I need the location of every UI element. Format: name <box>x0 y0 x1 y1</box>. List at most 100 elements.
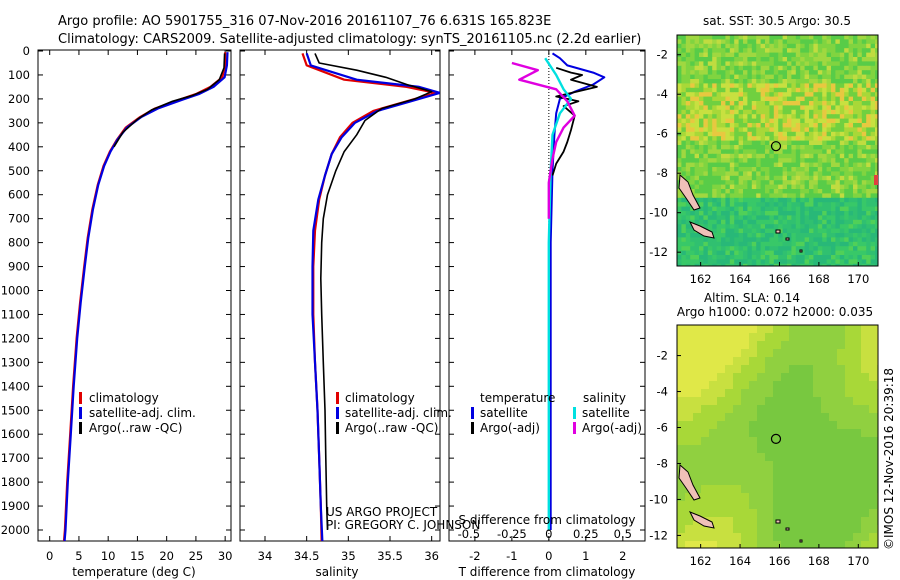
map-cell <box>870 197 876 203</box>
map-cell <box>685 215 691 221</box>
map-cell <box>703 250 709 256</box>
map-cell <box>795 74 801 80</box>
map-cell <box>809 140 814 146</box>
map-cell <box>751 255 757 260</box>
map-cell <box>701 333 710 342</box>
map-cell <box>690 246 696 252</box>
map-cell <box>800 145 806 150</box>
map-cell <box>677 485 686 494</box>
map-cell <box>749 525 758 534</box>
map-cell <box>817 184 823 190</box>
map-cell <box>782 83 788 89</box>
map-cell <box>821 453 830 462</box>
map-cell <box>835 118 841 124</box>
map-cell <box>826 118 832 124</box>
map-cell <box>734 145 740 150</box>
map-cell <box>685 96 691 102</box>
map-cell <box>813 202 819 208</box>
map-cell <box>703 109 709 115</box>
map-cell <box>805 525 814 534</box>
map-cell <box>760 83 766 89</box>
map-cell <box>703 136 709 142</box>
map-cell <box>738 136 744 142</box>
map-cell <box>693 357 702 366</box>
map-cell <box>835 206 841 212</box>
map-cell <box>813 101 819 106</box>
map-cell <box>822 127 828 133</box>
map-cell <box>844 184 850 190</box>
map-cell <box>821 485 830 494</box>
map-cell <box>831 39 836 45</box>
map-cell <box>733 453 742 462</box>
y-tick-label: 0 <box>23 44 30 58</box>
map-cell <box>870 153 876 159</box>
map-cell <box>694 48 700 54</box>
map-cell <box>844 61 850 67</box>
map-cell <box>797 501 806 510</box>
map-cell <box>716 197 722 203</box>
map-cell <box>848 127 854 133</box>
map-cell <box>822 193 828 199</box>
map-cell <box>769 118 775 124</box>
map-cell <box>709 429 718 438</box>
map-cell <box>747 255 753 260</box>
map-cell <box>829 341 838 350</box>
map-cell <box>743 189 748 194</box>
map-cell <box>765 197 770 203</box>
map-field <box>677 35 878 266</box>
map-cell <box>861 167 867 172</box>
map-cell <box>822 241 828 247</box>
map-cell <box>773 202 779 208</box>
map-cell <box>831 131 836 137</box>
map-cell <box>831 233 836 238</box>
y-tick-label: -6 <box>657 127 668 141</box>
map-cell <box>760 237 766 243</box>
map-cell <box>861 405 870 414</box>
map-cell <box>685 501 694 510</box>
map-cell <box>721 180 726 186</box>
map-cell <box>826 202 832 208</box>
map-cell <box>826 109 832 115</box>
map-cell <box>866 65 872 71</box>
map-cell <box>717 389 726 398</box>
map-cell <box>749 461 758 470</box>
map-cell <box>743 241 748 247</box>
map-cell <box>789 501 798 510</box>
map-cell <box>685 341 694 350</box>
map-cell <box>685 39 691 45</box>
map-cell <box>804 167 810 172</box>
map-cell <box>725 189 731 194</box>
map-cell <box>805 445 814 454</box>
map-cell <box>756 123 762 128</box>
map-cell <box>769 215 775 221</box>
map-cell <box>831 255 836 260</box>
legend-swatch-climatology <box>79 392 82 404</box>
map-cell <box>839 255 845 260</box>
map-cell <box>822 114 828 120</box>
map-cell <box>749 477 758 486</box>
map-cell <box>817 136 823 142</box>
map-cell <box>831 92 836 98</box>
map-cell <box>853 206 858 212</box>
map-cell <box>817 189 823 194</box>
map-cell <box>795 83 801 89</box>
map-cell <box>809 246 814 252</box>
map-cell <box>693 509 702 518</box>
map-cell <box>837 365 846 374</box>
map-cell <box>716 57 722 62</box>
map-cell <box>804 149 810 155</box>
map-cell <box>725 158 731 164</box>
map-cell <box>725 263 731 266</box>
map-cell <box>804 140 810 146</box>
map-cell <box>805 469 814 478</box>
map-cell <box>787 48 792 54</box>
map-cell <box>809 57 814 62</box>
map-cell <box>725 219 731 225</box>
map-cell <box>738 202 744 208</box>
map-cell <box>738 118 744 124</box>
map-cell <box>760 61 766 67</box>
map-cell <box>875 92 878 98</box>
map-cell <box>690 158 696 164</box>
map-cell <box>725 70 731 76</box>
map-cell <box>699 105 704 111</box>
